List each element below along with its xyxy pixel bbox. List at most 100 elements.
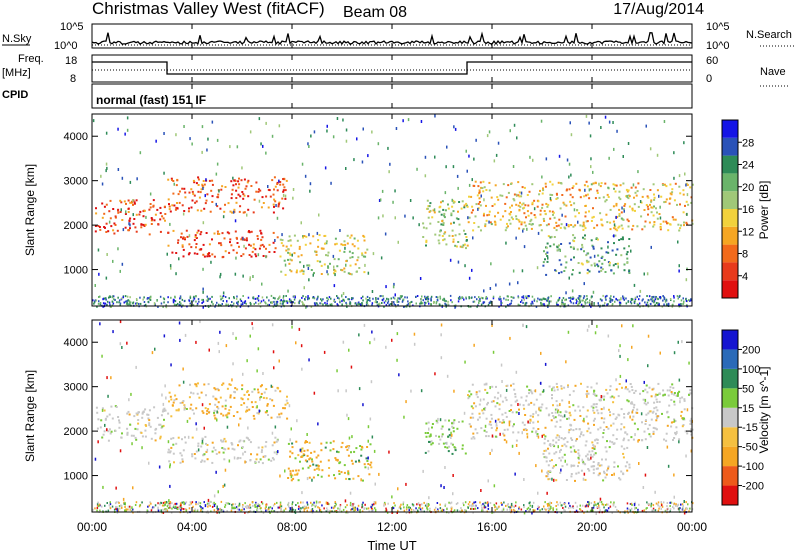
data-cell — [349, 272, 352, 275]
data-cell — [250, 230, 253, 233]
noise-cell — [116, 509, 119, 512]
data-cell — [186, 235, 189, 238]
noise-cell — [484, 501, 487, 504]
data-cell — [148, 422, 151, 425]
data-cell — [554, 408, 557, 411]
noise-cell — [612, 121, 614, 124]
data-cell — [282, 207, 285, 210]
data-cell — [482, 180, 485, 183]
noise-cell — [289, 507, 291, 510]
noise-cell — [366, 295, 369, 298]
data-cell — [492, 400, 495, 403]
noise-cell — [518, 451, 520, 455]
data-cell — [485, 417, 488, 420]
noise-cell — [101, 354, 103, 358]
noise-cell — [188, 507, 191, 510]
data-cell — [533, 214, 536, 216]
noise-cell — [367, 154, 369, 158]
noise-cell — [303, 286, 305, 290]
noise-cell — [451, 198, 453, 202]
data-cell — [119, 211, 122, 213]
colorbar-tick-label: 28 — [742, 137, 754, 149]
noise-cell — [216, 418, 218, 422]
data-cell — [223, 458, 226, 461]
data-cell — [507, 184, 510, 187]
data-cell — [544, 426, 547, 429]
noise-cell — [371, 304, 373, 306]
noise-cell — [673, 300, 675, 303]
data-cell — [129, 217, 132, 220]
data-cell — [475, 391, 478, 394]
noise-cell — [117, 247, 119, 251]
noise-cell — [196, 304, 198, 307]
data-cell — [174, 394, 177, 397]
noise-cell — [423, 501, 425, 504]
noise-cell — [570, 506, 572, 509]
noise-cell — [96, 502, 99, 505]
data-cell — [250, 401, 253, 404]
data-cell — [211, 201, 214, 203]
data-cell — [235, 183, 237, 186]
data-cell — [547, 223, 550, 226]
noise-cell — [450, 436, 452, 439]
data-cell — [653, 407, 656, 410]
noise-cell — [577, 303, 580, 306]
data-cell — [554, 416, 557, 419]
data-cell — [144, 429, 147, 432]
noise-cell — [581, 504, 584, 507]
noise-cell — [218, 350, 220, 354]
data-cell — [656, 409, 659, 412]
noise-cell — [382, 214, 384, 218]
data-cell — [580, 382, 582, 385]
data-cell — [586, 193, 589, 196]
noise-cell — [135, 298, 138, 300]
noise-cell — [491, 324, 493, 327]
noise-cell — [285, 295, 287, 297]
data-cell — [306, 441, 308, 443]
noise-cell — [265, 509, 267, 512]
noise-cell — [597, 502, 599, 505]
data-cell — [628, 245, 630, 248]
noise-cell — [222, 291, 225, 295]
data-cell — [472, 416, 475, 419]
noise-cell — [389, 162, 391, 166]
data-cell — [479, 204, 482, 207]
data-cell — [144, 435, 147, 438]
noise-cell — [214, 305, 216, 308]
data-cell — [526, 432, 529, 435]
noise-cell — [379, 295, 381, 298]
data-cell — [633, 392, 636, 394]
noise-cell — [357, 504, 360, 507]
data-cell — [524, 224, 527, 227]
data-cell — [662, 389, 665, 392]
noise-cell — [125, 508, 127, 511]
data-cell — [238, 440, 241, 443]
noise-cell — [241, 508, 243, 511]
noise-cell — [614, 505, 617, 508]
data-cell — [619, 184, 622, 187]
data-cell — [591, 447, 594, 450]
noise-cell — [197, 503, 199, 506]
noise-cell — [605, 509, 607, 512]
noise-cell — [181, 501, 183, 504]
noise-cell — [149, 299, 152, 301]
colorbar-cell — [722, 407, 738, 428]
data-cell — [291, 446, 294, 449]
data-cell — [238, 177, 240, 180]
data-cell — [587, 458, 590, 461]
data-cell — [637, 182, 640, 185]
noise-cell — [570, 173, 572, 177]
data-cell — [329, 441, 332, 444]
data-cell — [564, 227, 567, 230]
data-cell — [475, 203, 478, 206]
noise-cell — [633, 511, 635, 514]
data-cell — [221, 447, 224, 449]
data-cell — [456, 427, 459, 430]
data-cell — [447, 435, 450, 438]
noise-cell — [544, 501, 546, 504]
data-cell — [448, 428, 451, 431]
data-cell — [552, 465, 555, 468]
data-cell — [627, 225, 630, 228]
data-cell — [105, 203, 108, 206]
noise-cell — [474, 507, 477, 510]
